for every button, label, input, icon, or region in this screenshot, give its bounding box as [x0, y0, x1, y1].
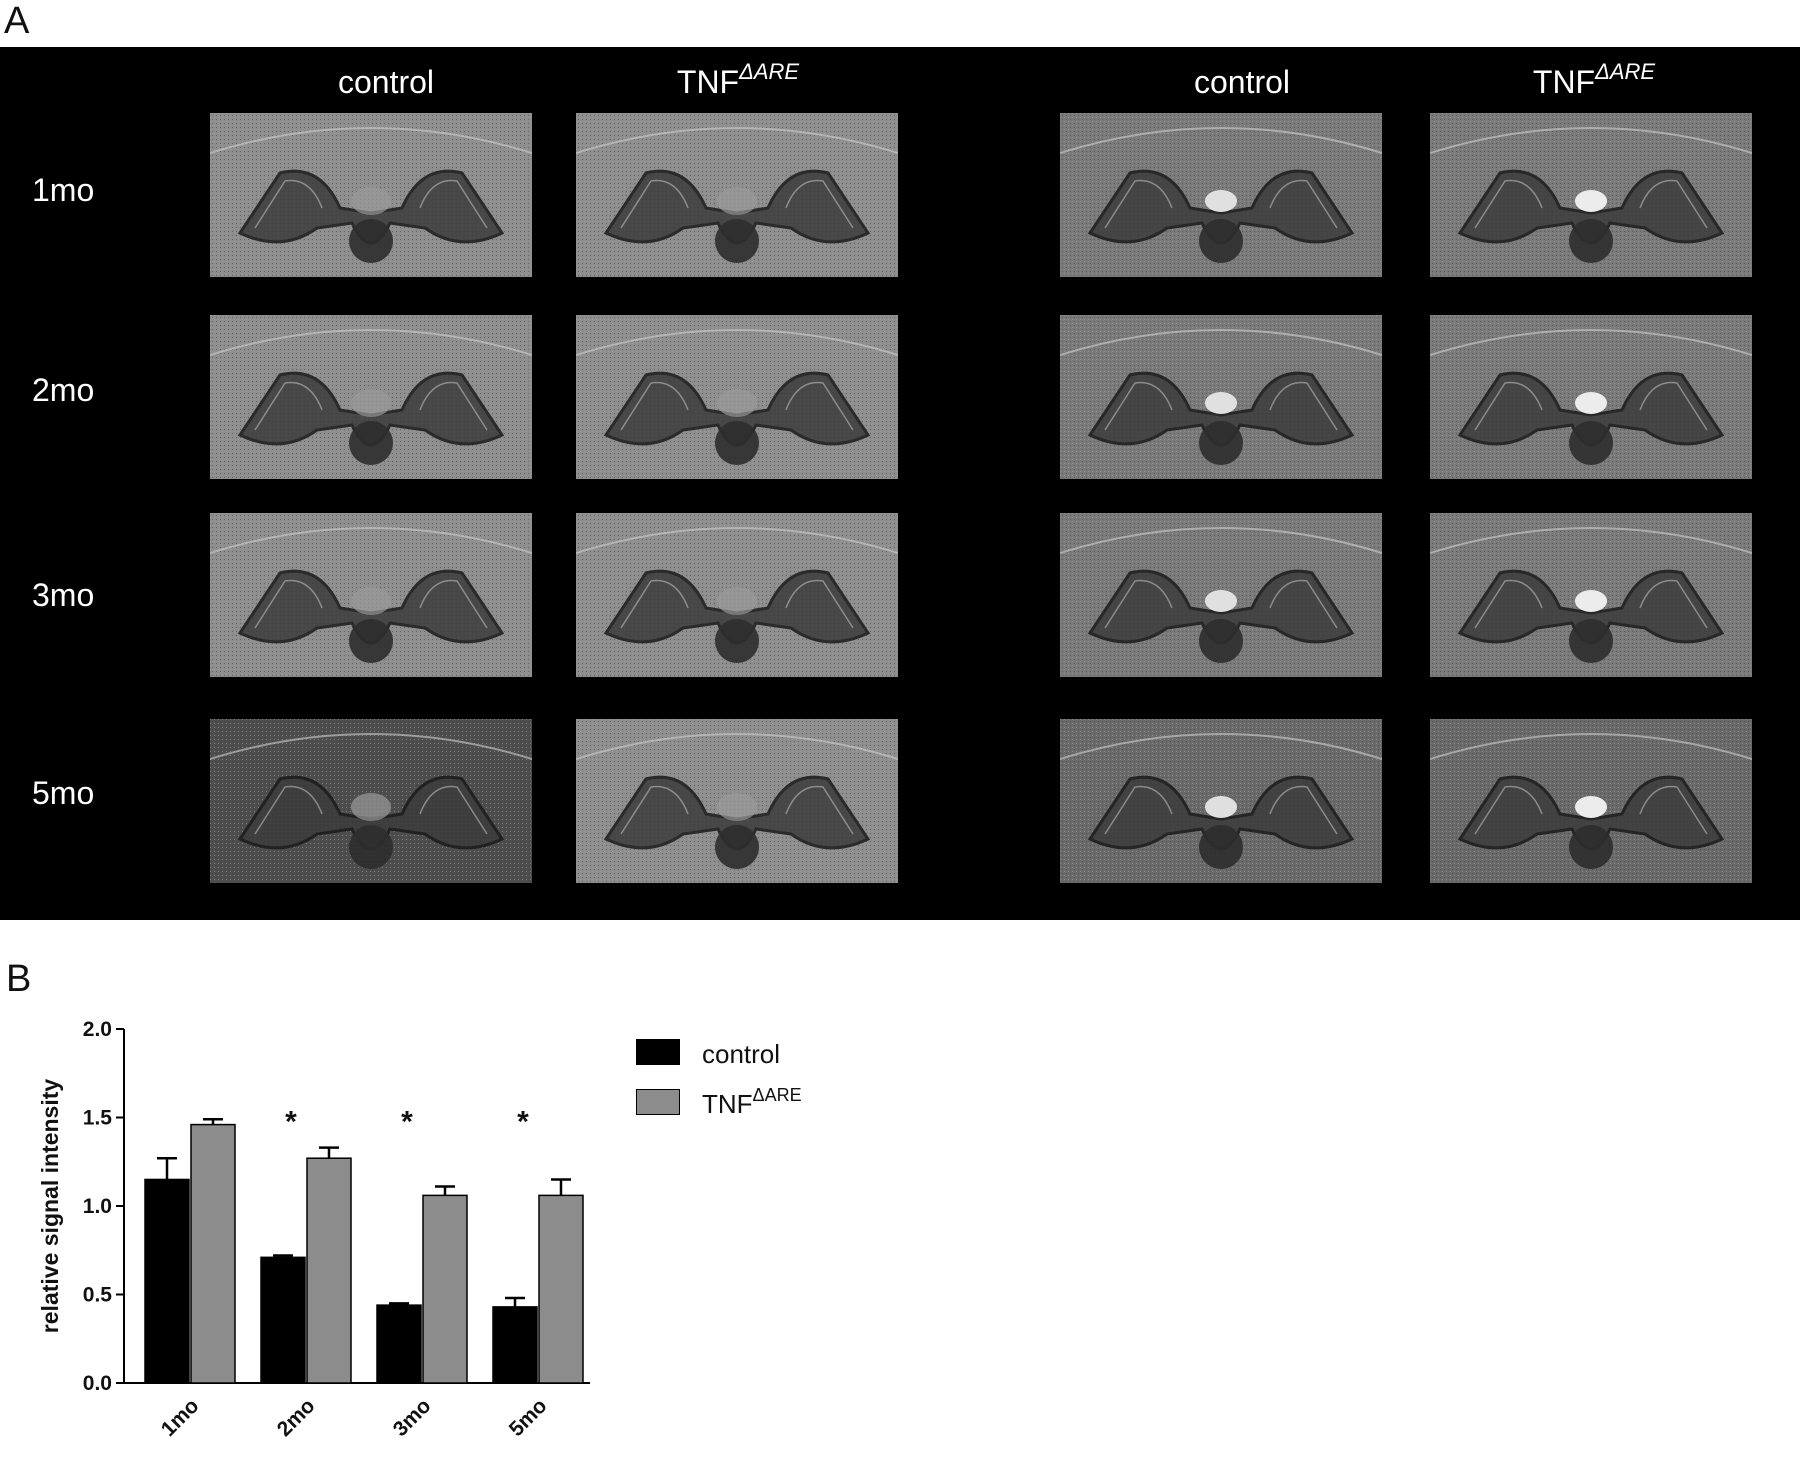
- bar-control-5mo: [492, 1306, 538, 1384]
- bar-control-2mo: [260, 1256, 306, 1384]
- legend-swatch-tnf: [636, 1089, 680, 1115]
- mri-image-control-t1-1mo: [210, 113, 532, 277]
- bar-control-3mo: [376, 1304, 422, 1384]
- legend-superscript: ΔARE: [752, 1084, 802, 1105]
- bar-control-1mo: [144, 1178, 190, 1384]
- row-label-3mo: 3mo: [32, 577, 95, 613]
- mri-image-tnf-contrast-5mo: [1430, 719, 1752, 883]
- y-tick-label: 2.0: [83, 1018, 112, 1041]
- mri-image-panel: control TNFΔARE control TNFΔARE 1mo 2mo …: [0, 47, 1800, 920]
- mri-image-control-t1-5mo: [210, 719, 532, 883]
- mri-image-control-contrast-3mo: [1060, 513, 1382, 677]
- x-tick-label: 3mo: [389, 1394, 436, 1441]
- mri-image-tnf-contrast-1mo: [1430, 113, 1752, 277]
- y-tick-label: 0.0: [83, 1372, 112, 1395]
- column-header-superscript: ΔARE: [1595, 59, 1656, 84]
- legend-label-control: control: [702, 1035, 780, 1070]
- column-header-tnf-t1: TNFΔARE: [578, 59, 898, 101]
- legend-item-tnf: TNFΔARE: [636, 1085, 802, 1120]
- mri-image-tnf-t1-3mo: [576, 513, 898, 677]
- mri-image-tnf-t1-2mo: [576, 315, 898, 479]
- row-label-2mo: 2mo: [32, 372, 95, 408]
- column-header-label: TNF: [676, 64, 740, 100]
- legend-text: TNF: [702, 1088, 753, 1119]
- bar-tnfare-2mo: [306, 1157, 352, 1384]
- mri-image-tnf-contrast-2mo: [1430, 315, 1752, 479]
- row-label-1mo: 1mo: [32, 172, 95, 208]
- x-tick-label: 1mo: [157, 1394, 204, 1441]
- mri-image-control-contrast-5mo: [1060, 719, 1382, 883]
- legend-label-tnf: TNFΔARE: [702, 1085, 802, 1120]
- row-label-5mo: 5mo: [32, 775, 95, 811]
- y-axis-label: relative signal intensity: [37, 1079, 63, 1334]
- column-header-superscript: ΔARE: [739, 59, 800, 84]
- y-tick-label: 1.5: [83, 1107, 113, 1130]
- mri-image-control-t1-3mo: [210, 513, 532, 677]
- bar-tnfare-5mo: [538, 1194, 584, 1384]
- significance-star: *: [285, 1106, 297, 1139]
- significance-star: *: [401, 1106, 413, 1139]
- y-tick-label: 0.5: [83, 1284, 113, 1307]
- significance-star: *: [517, 1106, 529, 1139]
- x-tick-label: 2mo: [273, 1394, 320, 1441]
- mri-image-control-contrast-1mo: [1060, 113, 1382, 277]
- mri-image-control-contrast-2mo: [1060, 315, 1382, 479]
- y-tick-label: 1.0: [83, 1195, 112, 1218]
- column-header-label: control: [1193, 64, 1291, 100]
- mri-image-tnf-t1-5mo: [576, 719, 898, 883]
- bar-chart: 0.0 0.5 1.0 1.5 2.0 relative signal intensity…: [37, 1018, 590, 1441]
- column-header-tnf-contrast: TNFΔARE: [1434, 59, 1754, 101]
- column-header-label: TNF: [1532, 64, 1596, 100]
- legend-text: control: [702, 1038, 781, 1069]
- column-header-control-contrast: control: [1082, 59, 1402, 101]
- mri-image-tnf-contrast-3mo: [1430, 513, 1752, 677]
- panel-b-letter: B: [6, 958, 32, 1000]
- mri-image-control-t1-2mo: [210, 315, 532, 479]
- bar-tnfare-1mo: [190, 1123, 236, 1384]
- bar-tnfare-3mo: [422, 1194, 468, 1384]
- mri-image-tnf-t1-1mo: [576, 113, 898, 277]
- x-tick-label: 5mo: [505, 1394, 552, 1441]
- legend-swatch-control: [636, 1039, 680, 1065]
- column-header-control-t1: control: [226, 59, 546, 101]
- panel-a-letter: A: [4, 0, 30, 42]
- legend-item-control: control: [636, 1035, 780, 1070]
- column-header-label: control: [337, 64, 435, 100]
